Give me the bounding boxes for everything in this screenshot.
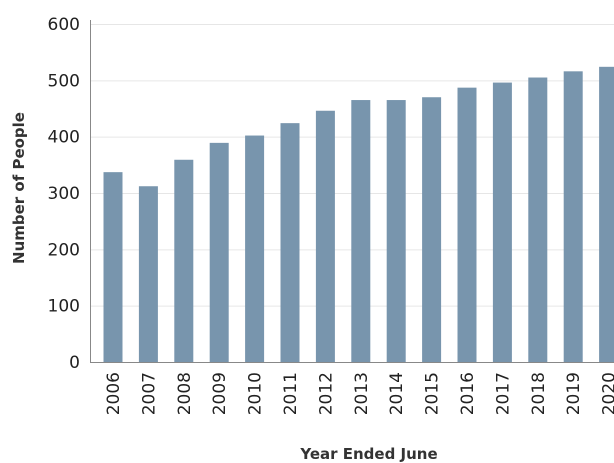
x-tick-label-2015: 2015 [423, 372, 443, 415]
y-tick-label: 100 [48, 297, 80, 317]
y-axis-title: Number of People [10, 112, 28, 264]
bar-2013 [351, 100, 371, 363]
bar-2020 [599, 66, 614, 363]
x-axis-title: Year Ended June [299, 445, 437, 463]
x-tick-label-2017: 2017 [493, 372, 513, 415]
x-tick-label-2010: 2010 [246, 372, 266, 415]
bar-2006 [103, 172, 123, 362]
y-tick-label: 0 [69, 353, 80, 373]
bar-2019 [563, 71, 583, 362]
y-tick-label: 600 [48, 15, 80, 35]
bar-2007 [138, 186, 158, 362]
bar-2017 [492, 82, 512, 362]
x-tick-label-2007: 2007 [139, 372, 159, 415]
x-tick-label-2014: 2014 [387, 372, 407, 415]
bar-2018 [528, 77, 548, 363]
bar-2011 [280, 123, 300, 362]
x-tick-label-2011: 2011 [281, 372, 301, 415]
y-tick-label: 500 [48, 71, 80, 91]
x-tick-label-2016: 2016 [458, 372, 478, 415]
bar-2012 [315, 110, 335, 363]
bar-2010 [245, 135, 265, 362]
y-tick-label: 400 [48, 128, 80, 148]
x-tick-label-2013: 2013 [352, 372, 372, 415]
x-tick-label-2006: 2006 [104, 372, 124, 415]
bar-2016 [457, 87, 477, 362]
y-tick-labels: 0 100 200 300 400 500 600 [48, 15, 80, 373]
y-tick-label: 300 [48, 184, 80, 204]
bar-2014 [386, 100, 406, 363]
bar-2015 [422, 97, 442, 362]
bar-2008 [174, 159, 194, 362]
bar-2009 [209, 142, 229, 362]
bars [103, 66, 614, 363]
x-tick-label-2018: 2018 [529, 372, 549, 415]
x-tick-labels: 2006 2007 2008 2009 2010 2011 2012 2013 2014 2015… [104, 372, 614, 415]
x-tick-label-2008: 2008 [175, 372, 195, 415]
y-tick-label: 200 [48, 240, 80, 260]
x-tick-label-2009: 2009 [210, 372, 230, 415]
x-tick-label-2012: 2012 [316, 372, 336, 415]
x-tick-label-2020: 2020 [600, 372, 614, 415]
x-tick-label-2019: 2019 [564, 372, 584, 415]
